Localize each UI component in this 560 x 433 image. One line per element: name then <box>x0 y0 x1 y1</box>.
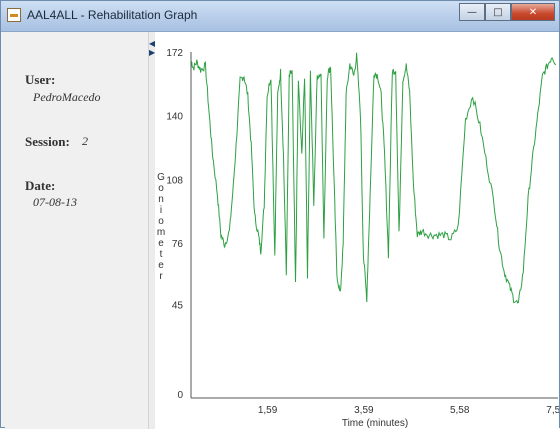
maximize-icon[interactable]: □ <box>485 3 511 21</box>
expand-right-arrow-icon[interactable]: ▶ <box>149 48 156 57</box>
y-tick-label: 76 <box>172 239 184 250</box>
y-axis-label-letter: i <box>160 205 162 216</box>
collapse-left-arrow-icon[interactable]: ◀ <box>149 39 156 48</box>
y-axis-label-letter: n <box>158 194 164 205</box>
x-tick-label: 5,58 <box>450 405 470 416</box>
close-icon[interactable]: ✕ <box>511 3 555 21</box>
user-label: User: <box>25 72 56 87</box>
y-axis-label-letter: G <box>157 172 165 183</box>
title-bar[interactable]: AAL4ALL - Rehabilitation Graph — □ ✕ <box>1 1 559 32</box>
y-tick-label: 45 <box>172 301 184 312</box>
session-info-panel: User: PedroMacedo Session: 2 Date: 07-08… <box>5 32 149 429</box>
goniometer-series-line <box>190 52 557 304</box>
y-axis-label-letter: e <box>158 260 164 271</box>
user-value: PedroMacedo <box>33 90 101 104</box>
date-value: 07-08-13 <box>33 195 77 209</box>
y-tick-label: 172 <box>166 48 183 59</box>
x-axis-label: Time (minutes) <box>342 418 408 429</box>
y-axis-label-letter: o <box>158 216 164 227</box>
y-tick-label: 0 <box>177 390 183 401</box>
date-label: Date: <box>25 178 56 193</box>
y-tick-label: 108 <box>166 175 183 186</box>
y-tick-label: 140 <box>166 112 183 123</box>
window-title: AAL4ALL - Rehabilitation Graph <box>27 8 198 22</box>
minimize-icon[interactable]: — <box>459 3 485 21</box>
window-controls: — □ ✕ <box>459 3 555 23</box>
y-axis-label-letter: e <box>158 238 164 249</box>
y-axis-label-letter: m <box>157 227 165 238</box>
y-axis-label-letter: t <box>160 249 163 260</box>
x-tick-label: 1,59 <box>258 405 278 416</box>
session-label: Session: <box>25 134 70 149</box>
java-cup-icon <box>7 8 21 22</box>
session-value: 2 <box>82 134 88 148</box>
y-axis-label-letter: r <box>159 271 163 282</box>
x-tick-label: 7,58 <box>546 405 559 416</box>
y-axis-label-letter: o <box>158 183 164 194</box>
x-tick-label: 3,59 <box>354 405 374 416</box>
